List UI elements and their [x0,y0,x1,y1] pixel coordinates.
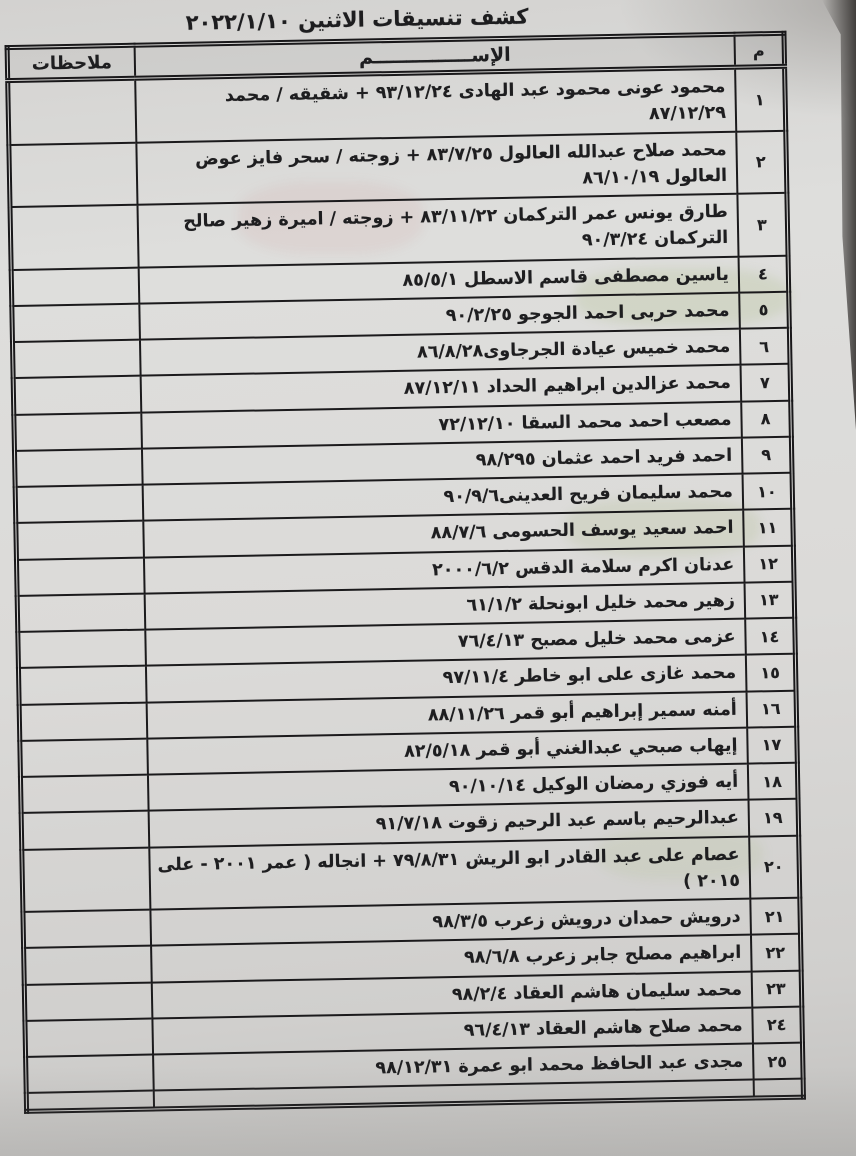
row-notes [11,267,140,306]
row-number: ١١ [743,508,794,547]
row-notes [14,448,143,487]
row-number: ٢٠ [749,835,800,899]
row-notes [17,593,146,632]
row-notes [8,142,138,208]
row-number: ١٦ [746,690,797,728]
row-notes [24,982,153,1021]
row-notes [19,738,148,777]
row-notes [18,665,147,705]
row-number: ٦ [739,327,791,365]
row-notes [21,810,150,850]
row-number: ١٤ [745,617,796,655]
row-number: ١٠ [742,472,793,510]
row-number: ١٥ [745,653,796,692]
row-name: عصام على عبد القادر ابو الريش ٧٩/٨/٣١ + … [149,836,751,910]
row-number: ٤ [738,255,789,293]
document-sheet: كشف تنسيقات الاثنين ٢٠٢٢/١/١٠ م الإســــ… [4,0,807,1115]
row-notes [16,557,145,596]
row-number: ٢٥ [752,1042,804,1080]
row-number: ٢١ [750,897,801,935]
row-number: ٨ [741,400,792,438]
row-number: ٢٤ [752,1006,803,1044]
row-number: ٩ [741,436,793,474]
row-name: محمود عونى محمود عبد الهادى ٩٣/١٢/٢٤ + ش… [135,67,737,143]
row-number: ٢٢ [750,933,802,972]
ink-bleed-smudge [238,182,423,254]
table-body: ١ محمود عونى محمود عبد الهادى ٩٣/١٢/٢٤ + … [7,66,804,1112]
ink-bleed-smudge [565,498,760,556]
row-number: ٣ [737,192,789,257]
photo-corner-shade [616,0,856,120]
ink-bleed-smudge [575,268,790,326]
row-notes [10,204,139,270]
row-notes [22,909,152,949]
roster-table: م الإســـــــــــــــم ملاحظات ١ محمود عو… [4,30,807,1115]
row-number: ١٩ [748,798,799,837]
row-number: ١٣ [744,581,795,619]
header-cell-notes: ملاحظات [7,45,136,81]
row-notes [7,78,137,145]
row-notes [17,629,146,669]
row-number: ٧ [740,363,791,402]
row-number: ١٢ [743,545,795,583]
row-notes [21,847,151,912]
row-notes [19,702,148,741]
row-notes [20,774,149,814]
row-notes [25,1054,154,1094]
row-number: ١ [735,66,786,132]
row-notes [23,945,152,985]
row-number: ١٨ [747,762,798,800]
row-name: محمد صلاح عبدالله العالول ٨٣/٧/٢٥ + زوجت… [136,131,738,205]
row-number: ٥ [739,291,790,329]
ink-bleed-smudge [598,828,763,880]
row-notes [24,1018,154,1057]
row-notes [15,484,144,524]
row-name: طارق يونس عمر التركمان ٨٣/١١/٢٢ + زوجته … [137,193,739,268]
empty-cell [753,1078,804,1099]
row-notes [13,412,142,451]
row-number: ١٧ [747,726,798,764]
row-number: ٢٣ [751,970,802,1008]
header-cell-num: م [734,33,785,68]
empty-cell [26,1090,155,1112]
row-notes [13,375,142,415]
row-notes [15,520,144,560]
row-number: ٢ [736,130,787,194]
row-notes [11,303,140,342]
row-notes [12,339,141,379]
